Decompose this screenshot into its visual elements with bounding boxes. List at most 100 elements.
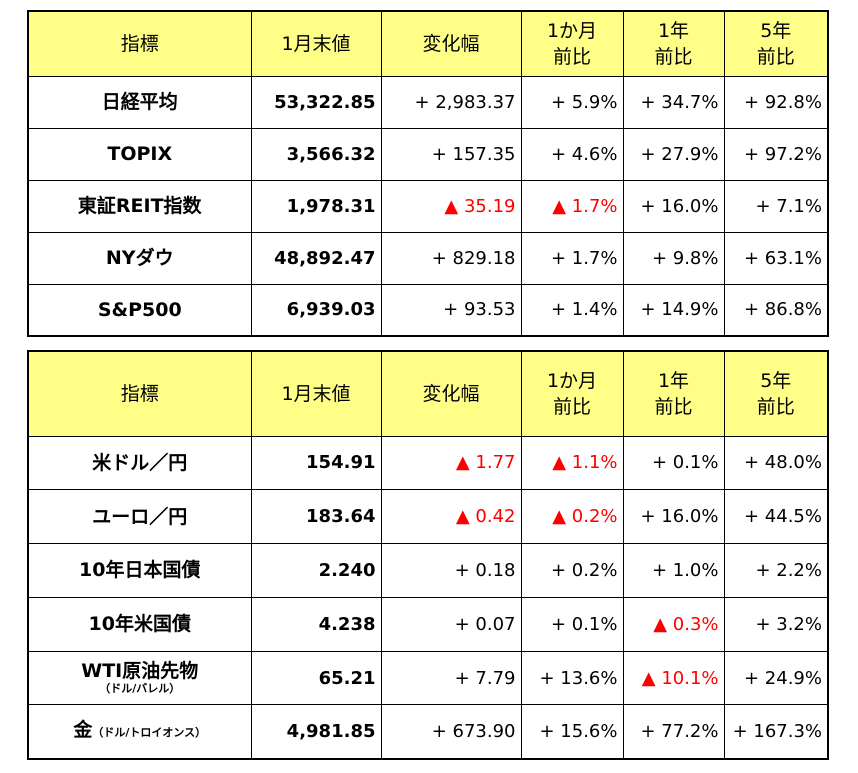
data-cell: + 1.7% — [520, 231, 624, 285]
data-cell: + 97.2% — [723, 127, 829, 181]
data-cell: + 86.8% — [723, 283, 829, 337]
data-cell: + 2.2% — [723, 543, 829, 598]
data-cell: + 15.6% — [520, 704, 624, 760]
data-cell: + 1.4% — [520, 283, 624, 337]
header-cell: 5年 前比 — [723, 10, 829, 77]
data-cell: ▲ 10.1% — [622, 650, 725, 706]
data-cell: ▲ 1.77 — [380, 435, 522, 491]
data-cell: ▲ 35.19 — [380, 179, 522, 233]
value-cell: 48,892.47 — [250, 231, 382, 285]
data-cell: ▲ 1.7% — [520, 179, 624, 233]
data-cell: + 9.8% — [622, 231, 725, 285]
data-row: WTI原油先物 （ドル/バレル） 65.21 + 7.79 + 13.6% ▲ 10.1%… — [27, 650, 829, 706]
label-text: 10年日本国債 — [79, 559, 201, 582]
header-cell: 1年 前比 — [622, 10, 725, 77]
data-cell: + 27.9% — [622, 127, 725, 181]
label-text: NYダウ — [105, 247, 174, 269]
data-cell: + 24.9% — [723, 650, 829, 706]
label-text: TOPIX — [107, 143, 173, 165]
data-cell: + 14.9% — [622, 283, 725, 337]
data-cell: + 2,983.37 — [380, 75, 522, 129]
data-cell: + 829.18 — [380, 231, 522, 285]
index-table: 指標 1月末値 変化幅 1か月 前比 1年 前比 5年 前比 日経平均 53,322.85 + … — [27, 10, 829, 337]
row-label: NYダウ — [27, 231, 252, 285]
label-text: 日経平均 — [101, 91, 178, 113]
value-cell: 4.238 — [250, 596, 382, 652]
label-text: 東証REIT指数 — [77, 195, 202, 217]
row-label: 米ドル／円 — [27, 435, 252, 491]
label-text: 金 — [73, 719, 93, 742]
data-cell: + 4.6% — [520, 127, 624, 181]
data-cell: + 63.1% — [723, 231, 829, 285]
data-row: 金（ドル/トロイオンス） 4,981.85 + 673.90 + 15.6% + 77.… — [27, 704, 829, 760]
data-cell: + 157.35 — [380, 127, 522, 181]
row-label: WTI原油先物 （ドル/バレル） — [27, 650, 252, 706]
data-cell: + 0.2% — [520, 543, 624, 598]
data-cell: + 44.5% — [723, 489, 829, 545]
label-text: WTI原油先物 — [81, 660, 199, 683]
data-cell: + 34.7% — [622, 75, 725, 129]
header-cell: 5年 前比 — [723, 350, 829, 437]
data-cell: + 13.6% — [520, 650, 624, 706]
data-cell: + 673.90 — [380, 704, 522, 760]
data-row: ユーロ／円 183.64 ▲ 0.42 ▲ 0.2% + 16.0% + 44.5% — [27, 489, 829, 545]
label-note: （ドル/トロイオンス） — [92, 726, 207, 740]
data-cell: + 0.1% — [520, 596, 624, 652]
data-row: S&P500 6,939.03 + 93.53 + 1.4% + 14.9% + 86.8… — [27, 283, 829, 337]
value-cell: 154.91 — [250, 435, 382, 491]
label-text: 米ドル／円 — [92, 451, 188, 474]
row-label: TOPIX — [27, 127, 252, 181]
label-text: ユーロ／円 — [92, 505, 188, 528]
data-cell: + 16.0% — [622, 179, 725, 233]
data-row: NYダウ 48,892.47 + 829.18 + 1.7% + 9.8% + 63.1% — [27, 231, 829, 285]
header-cell: 1年 前比 — [622, 350, 725, 437]
header-cell: 1月末値 — [250, 350, 382, 437]
value-cell: 183.64 — [250, 489, 382, 545]
data-row: 10年米国債 4.238 + 0.07 + 0.1% ▲ 0.3% + 3.2% — [27, 596, 829, 652]
row-label: 10年米国債 — [27, 596, 252, 652]
header-cell: 1月末値 — [250, 10, 382, 77]
row-label: 金（ドル/トロイオンス） — [27, 704, 252, 760]
value-cell: 4,981.85 — [250, 704, 382, 760]
data-cell: + 3.2% — [723, 596, 829, 652]
value-cell: 3,566.32 — [250, 127, 382, 181]
data-cell: + 16.0% — [622, 489, 725, 545]
data-cell: ▲ 0.3% — [622, 596, 725, 652]
header-cell: 1か月 前比 — [520, 350, 624, 437]
row-label: 東証REIT指数 — [27, 179, 252, 233]
header-cell: 1か月 前比 — [520, 10, 624, 77]
data-cell: + 48.0% — [723, 435, 829, 491]
header-row: 指標 1月末値 変化幅 1か月 前比 1年 前比 5年 前比 — [27, 350, 829, 437]
header-cell: 指標 — [27, 350, 252, 437]
header-row: 指標 1月末値 変化幅 1か月 前比 1年 前比 5年 前比 — [27, 10, 829, 77]
value-cell: 53,322.85 — [250, 75, 382, 129]
data-cell: + 0.18 — [380, 543, 522, 598]
header-cell: 変化幅 — [380, 10, 522, 77]
data-cell: + 77.2% — [622, 704, 725, 760]
row-label: ユーロ／円 — [27, 489, 252, 545]
label-text: S&P500 — [97, 298, 182, 321]
data-cell: ▲ 0.42 — [380, 489, 522, 545]
row-label: 10年日本国債 — [27, 543, 252, 598]
data-cell: + 5.9% — [520, 75, 624, 129]
data-row: 日経平均 53,322.85 + 2,983.37 + 5.9% + 34.7% + 92… — [27, 75, 829, 129]
data-cell: + 7.1% — [723, 179, 829, 233]
header-cell: 指標 — [27, 10, 252, 77]
data-cell: + 93.53 — [380, 283, 522, 337]
row-label: 日経平均 — [27, 75, 252, 129]
data-row: 10年日本国債 2.240 + 0.18 + 0.2% + 1.0% + 2.2% — [27, 543, 829, 598]
data-cell: + 0.07 — [380, 596, 522, 652]
fx-commodity-table: 指標 1月末値 変化幅 1か月 前比 1年 前比 5年 前比 米ドル／円 154.91 ▲ 1.… — [27, 350, 829, 760]
data-cell: ▲ 1.1% — [520, 435, 624, 491]
data-cell: + 1.0% — [622, 543, 725, 598]
value-cell: 6,939.03 — [250, 283, 382, 337]
row-label: S&P500 — [27, 283, 252, 337]
value-cell: 2.240 — [250, 543, 382, 598]
value-cell: 65.21 — [250, 650, 382, 706]
data-cell: + 7.79 — [380, 650, 522, 706]
data-row: 米ドル／円 154.91 ▲ 1.77 ▲ 1.1% + 0.1% + 48.0% — [27, 435, 829, 491]
data-row: 東証REIT指数 1,978.31 ▲ 35.19 ▲ 1.7% + 16.0% + 7.… — [27, 179, 829, 233]
header-cell: 変化幅 — [380, 350, 522, 437]
data-cell: + 92.8% — [723, 75, 829, 129]
